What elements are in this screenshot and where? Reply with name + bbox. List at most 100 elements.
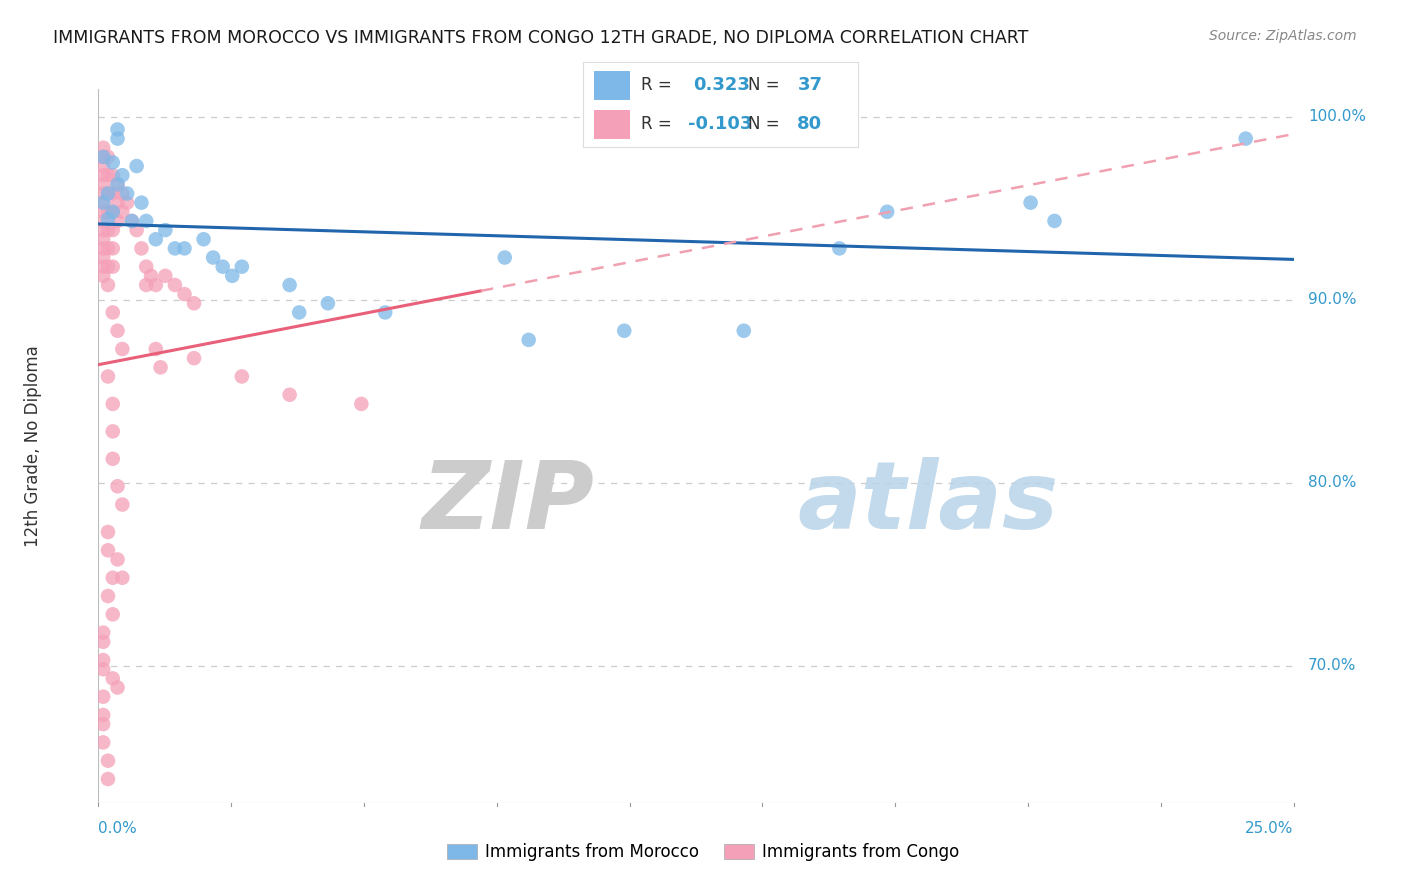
Point xyxy=(101,425,124,439)
Point xyxy=(145,342,167,356)
Point xyxy=(91,150,114,164)
Text: 70.0%: 70.0% xyxy=(1308,658,1357,673)
Point xyxy=(101,241,124,255)
Point xyxy=(97,772,120,786)
Point xyxy=(1234,131,1257,145)
Point xyxy=(97,277,120,292)
Point xyxy=(91,241,114,255)
Point xyxy=(202,251,225,265)
Point xyxy=(121,214,143,228)
Point xyxy=(288,305,311,319)
Point xyxy=(163,277,186,292)
Point xyxy=(97,186,120,201)
Legend: Immigrants from Morocco, Immigrants from Congo: Immigrants from Morocco, Immigrants from… xyxy=(440,837,966,868)
Point xyxy=(101,186,124,201)
Text: R =: R = xyxy=(641,115,678,133)
Point xyxy=(193,232,215,246)
Point xyxy=(107,195,129,210)
Point xyxy=(155,223,177,237)
Point xyxy=(97,150,120,164)
Point xyxy=(101,260,124,274)
Point xyxy=(91,260,114,274)
Point xyxy=(101,571,124,585)
Point xyxy=(494,251,516,265)
Bar xyxy=(595,110,630,139)
Point xyxy=(1019,195,1042,210)
Point xyxy=(107,552,129,566)
Point xyxy=(91,178,114,192)
Point xyxy=(101,204,124,219)
Point xyxy=(828,241,851,255)
Point xyxy=(91,141,114,155)
Point xyxy=(101,672,124,686)
Point xyxy=(107,178,129,192)
Point xyxy=(97,260,120,274)
Point xyxy=(97,241,120,255)
Point xyxy=(183,351,205,366)
Point xyxy=(101,223,124,237)
Point xyxy=(115,195,138,210)
Point xyxy=(101,204,124,219)
Point xyxy=(163,241,186,255)
Text: 12th Grade, No Diploma: 12th Grade, No Diploma xyxy=(24,345,42,547)
Point xyxy=(97,223,120,237)
Text: Source: ZipAtlas.com: Source: ZipAtlas.com xyxy=(1209,29,1357,44)
Point xyxy=(91,634,114,648)
Text: 80: 80 xyxy=(797,115,823,133)
Point xyxy=(107,681,129,695)
Point xyxy=(101,168,124,182)
Point xyxy=(135,214,157,228)
Point xyxy=(231,260,253,274)
Point xyxy=(107,131,129,145)
Text: R =: R = xyxy=(641,77,678,95)
Point xyxy=(125,159,148,173)
Point xyxy=(135,277,157,292)
Point xyxy=(97,168,120,182)
Point xyxy=(91,735,114,749)
Text: 0.323: 0.323 xyxy=(693,77,749,95)
Point xyxy=(111,168,134,182)
Point xyxy=(613,324,636,338)
Text: -0.103: -0.103 xyxy=(688,115,752,133)
Point xyxy=(145,277,167,292)
Text: 37: 37 xyxy=(797,77,823,95)
Point xyxy=(145,232,167,246)
Point xyxy=(91,150,114,164)
Point xyxy=(97,543,120,558)
Point xyxy=(131,241,153,255)
Point xyxy=(91,717,114,731)
Point xyxy=(1043,214,1066,228)
Point xyxy=(107,324,129,338)
Text: 100.0%: 100.0% xyxy=(1308,109,1365,124)
Point xyxy=(91,662,114,676)
Point xyxy=(91,204,114,219)
Point xyxy=(350,397,373,411)
Point xyxy=(91,690,114,704)
Point xyxy=(107,479,129,493)
Point xyxy=(101,397,124,411)
Point xyxy=(91,232,114,246)
Point xyxy=(316,296,339,310)
Point xyxy=(139,268,162,283)
Point xyxy=(91,195,114,210)
Point xyxy=(101,155,124,169)
Point xyxy=(111,571,134,585)
Point xyxy=(115,186,138,201)
Point xyxy=(101,607,124,622)
Text: N =: N = xyxy=(748,77,785,95)
Point xyxy=(733,324,755,338)
Point xyxy=(111,204,134,219)
Point xyxy=(97,212,120,227)
Point xyxy=(97,754,120,768)
Point xyxy=(183,296,205,310)
Point xyxy=(221,268,243,283)
Point xyxy=(155,268,177,283)
Point xyxy=(97,186,120,201)
Text: ZIP: ZIP xyxy=(422,457,595,549)
Point xyxy=(278,277,301,292)
Point xyxy=(876,204,898,219)
Point xyxy=(91,195,114,210)
Text: 90.0%: 90.0% xyxy=(1308,292,1357,307)
Point xyxy=(231,369,253,384)
Point xyxy=(374,305,396,319)
